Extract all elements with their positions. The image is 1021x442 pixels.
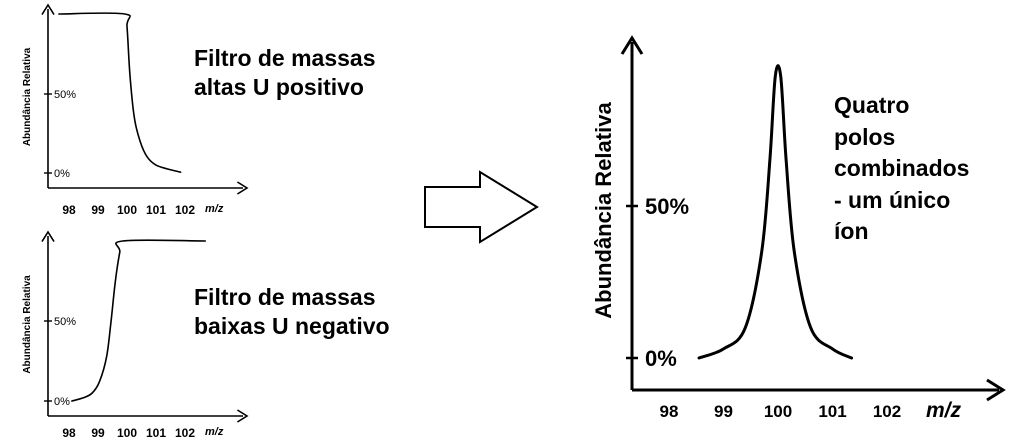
x-tick-label: 102	[175, 426, 195, 440]
combined-quadrupole-chart: 50% 0% 98 99 100 101 102 m/z Abundância Relativa	[591, 35, 1006, 422]
caption-line: baixas U negativo	[194, 313, 390, 339]
y-tick-label: 0%	[645, 346, 677, 371]
x-tick-label: 100	[117, 203, 137, 217]
x-tick-label: 102	[873, 402, 901, 421]
x-tick-label: 101	[818, 402, 846, 421]
caption-line: combinados	[834, 155, 970, 181]
series-line	[58, 12, 182, 173]
y-tick-label: 0%	[54, 168, 70, 180]
x-axis-label: m/z	[205, 203, 224, 215]
x-axis-label: m/z	[926, 399, 962, 422]
y-tick-label: 0%	[54, 396, 70, 408]
y-axis-arrow-icon	[620, 35, 644, 55]
x-tick-label: 99	[714, 402, 733, 421]
series-line	[71, 239, 207, 402]
caption-combined: Quatro polos combinados - um único íon	[834, 90, 969, 248]
right-arrow-icon	[424, 170, 539, 244]
y-tick-label: 50%	[54, 316, 76, 328]
y-axis-label: Abundância Relativa	[22, 47, 33, 146]
x-tick-label: 101	[146, 203, 166, 217]
y-axis-arrow-icon	[41, 230, 55, 243]
x-tick-label: 100	[764, 402, 792, 421]
y-axis-label: Abundância Relativa	[22, 275, 33, 374]
caption-line: Filtro de massas	[194, 45, 376, 71]
x-axis-arrow-icon	[236, 181, 249, 195]
low-mass-filter-chart: 50% 0% 98 99 100 101 102 m/z Abundância Relativa	[22, 230, 249, 440]
y-axis-arrow-icon	[41, 3, 55, 16]
x-axis-arrow-icon	[986, 378, 1006, 402]
caption-line: íon	[834, 218, 869, 244]
x-tick-label: 99	[91, 426, 105, 440]
x-tick-label: 98	[62, 426, 76, 440]
high-mass-filter-chart: 50% 0% 98 99 100 101 102 m/z Abundância Relativa	[22, 3, 249, 217]
x-tick-label: 100	[117, 426, 137, 440]
caption-line: altas U positivo	[194, 74, 364, 100]
y-tick-label: 50%	[54, 89, 76, 101]
caption-line: polos	[834, 123, 896, 150]
x-axis-label: m/z	[205, 426, 224, 438]
x-tick-label: 99	[91, 203, 105, 217]
x-tick-label: 102	[175, 203, 195, 217]
x-tick-label: 101	[146, 426, 166, 440]
caption-line: - um único	[834, 186, 951, 213]
x-tick-label: 98	[62, 203, 76, 217]
caption-high-mass-filter: Filtro de massas altas U positivo	[194, 44, 376, 102]
x-tick-label: 98	[660, 402, 679, 421]
x-axis-arrow-icon	[236, 409, 249, 423]
y-tick-label: 50%	[645, 194, 689, 219]
series-line	[697, 64, 854, 360]
caption-line: Filtro de massas	[194, 284, 376, 310]
y-axis-label: Abundância Relativa	[591, 102, 616, 319]
caption-low-mass-filter: Filtro de massas baixas U negativo	[194, 283, 390, 341]
caption-line: Quatro	[834, 92, 910, 118]
